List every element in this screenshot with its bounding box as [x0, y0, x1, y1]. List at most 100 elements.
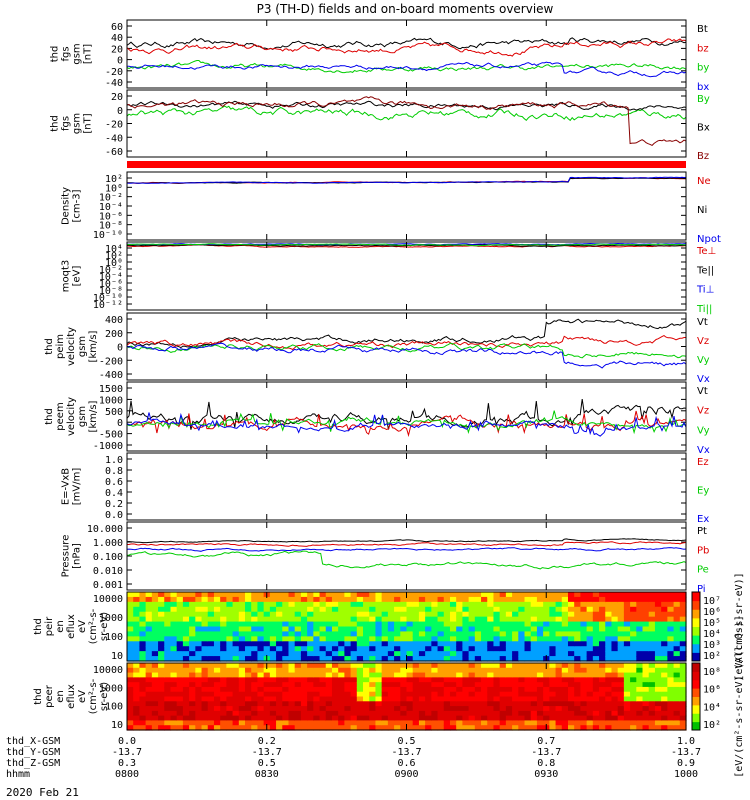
spectrogram-cell: [505, 636, 513, 642]
spectrogram-cell: [425, 715, 432, 722]
spectrogram-cell: [331, 656, 339, 662]
spectrogram-cell: [474, 646, 482, 652]
spectrogram-cell: [226, 686, 234, 693]
spectrogram-cell: [642, 606, 650, 613]
spectrogram-cell: [543, 626, 550, 633]
spectrogram-cell: [350, 691, 358, 698]
spectrogram-cell: [375, 651, 383, 657]
spectrogram-cell: [220, 631, 227, 637]
spectrogram-cell: [232, 646, 240, 652]
spectrogram-cell: [661, 720, 668, 726]
spectrogram-cell: [481, 706, 488, 712]
spectrogram-cell: [282, 691, 290, 698]
ytick-label: 40: [111, 33, 123, 44]
spectrogram-cell: [300, 656, 308, 662]
spectrogram-cell: [648, 677, 656, 683]
ylabel-line: sr-eV): [99, 612, 110, 641]
spectrogram-cell: [543, 720, 550, 726]
spectrogram-cell: [586, 626, 594, 633]
spectrogram-cell: [493, 672, 501, 678]
spectrogram-cell: [431, 656, 439, 662]
spectrogram-cell: [245, 677, 252, 683]
spectrogram-cell: [431, 710, 439, 717]
spectrogram-cell: [363, 621, 370, 628]
spectrogram-cell: [505, 686, 513, 693]
spectrogram-cell: [567, 646, 575, 652]
colorbar-tick: 10⁸: [703, 667, 721, 678]
xaxis-row-name: thd_X-GSM: [6, 736, 60, 747]
spectrogram-cell: [220, 667, 227, 674]
spectrogram-cell: [245, 663, 252, 669]
spectrogram-cell: [356, 696, 364, 702]
spectrogram-cell: [425, 706, 432, 712]
spectrogram-cell: [443, 682, 451, 688]
spectrogram-cell: [300, 710, 308, 717]
spectrogram-cell: [412, 715, 420, 722]
spectrogram-cell: [325, 592, 333, 598]
spectrogram-cell: [630, 691, 637, 698]
spectrogram-cell: [257, 710, 265, 717]
spectrogram-cell: [481, 621, 488, 628]
spectrogram-cell: [381, 672, 389, 678]
spectrogram-cell: [456, 715, 463, 722]
spectrogram-cell: [139, 677, 147, 683]
ytick-label: 200: [105, 329, 123, 340]
spectrogram-cell: [282, 646, 290, 652]
spectrogram-cell: [307, 601, 314, 608]
spectrogram-cell: [481, 682, 488, 688]
spectrogram-cell: [356, 682, 364, 688]
spectrogram-cell: [630, 710, 637, 717]
spectrogram-cell: [387, 601, 395, 608]
spectrogram-cell: [567, 710, 575, 717]
spectrogram-cell: [661, 636, 668, 642]
spectrogram-cell: [654, 616, 662, 623]
colorbar-cell: [692, 617, 700, 627]
ylabel-line: gsm: [72, 113, 83, 134]
spectrogram-cell: [133, 636, 141, 642]
spectrogram-cell: [536, 725, 544, 731]
spectrogram-cell: [611, 631, 619, 637]
spectrogram-cell: [567, 715, 575, 722]
spectrogram-cell: [369, 696, 377, 702]
spectrogram-cell: [605, 631, 613, 637]
spectrogram-cell: [294, 641, 302, 647]
spectrogram-cell: [375, 682, 383, 688]
xaxis-value: 1000: [674, 769, 698, 780]
spectrogram-cell: [145, 682, 153, 688]
spectrogram-cell: [127, 720, 134, 726]
spectrogram-cell: [586, 651, 594, 657]
spectrogram-cell: [642, 696, 650, 702]
spectrogram-cell: [679, 616, 687, 623]
spectrogram-cell: [363, 592, 370, 598]
spectrogram-cell: [406, 626, 414, 633]
ytick-label: -1000: [93, 441, 123, 452]
spectrogram-cell: [307, 691, 314, 698]
spectrogram-cell: [654, 663, 662, 669]
spectrogram-cell: [555, 621, 563, 628]
spectrogram-cell: [586, 616, 594, 623]
ytick-label: -20: [105, 67, 123, 78]
ytick-label: 10⁻⁸: [99, 286, 123, 297]
spectrogram-cell: [369, 601, 377, 608]
ylabel-line: Density: [61, 187, 72, 225]
spectrogram-cell: [213, 682, 221, 688]
date-label: 2020 Feb 21: [6, 786, 79, 799]
spectrogram-cell: [623, 596, 631, 603]
spectrogram-cell: [630, 725, 637, 731]
spectrogram-cell: [300, 592, 308, 598]
spectrogram-cell: [176, 715, 184, 722]
spectrogram-cell: [487, 696, 495, 702]
spectrogram-cell: [201, 667, 209, 674]
spectrogram-cell: [437, 720, 445, 726]
spectrogram-cell: [338, 706, 345, 712]
spectrogram-cell: [387, 641, 395, 647]
spectrogram-cell: [288, 691, 296, 698]
spectrogram-cell: [381, 626, 389, 633]
spectrogram-cell: [189, 596, 196, 603]
spectrogram-cell: [425, 677, 432, 683]
spectrogram-cell: [462, 682, 470, 688]
spectrogram-cell: [319, 667, 327, 674]
spectrogram-cell: [139, 715, 147, 722]
spectrogram-cell: [338, 696, 345, 702]
spectrogram-cell: [294, 663, 302, 669]
